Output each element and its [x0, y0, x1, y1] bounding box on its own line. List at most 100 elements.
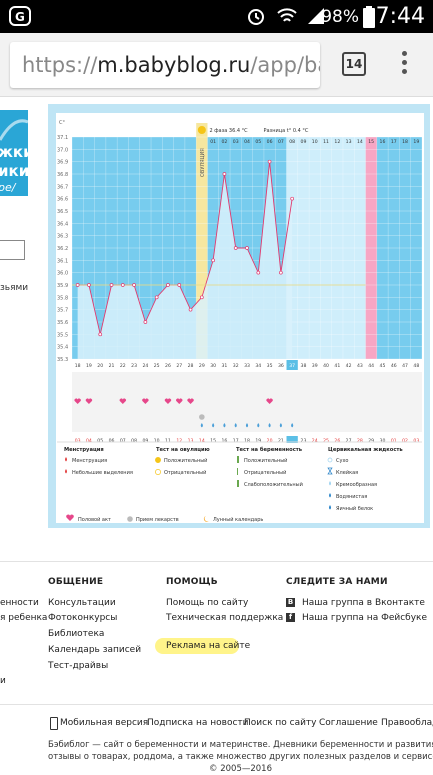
legend-item-label: Водянистая: [336, 494, 367, 500]
cycle-day-label: 02: [221, 139, 227, 145]
footer-link-tech-support[interactable]: Техническая поддержка: [166, 613, 284, 623]
intercourse-heart: [164, 398, 172, 404]
fluid-drop: [212, 423, 215, 428]
date-label: 08: [131, 438, 137, 444]
footer-link-photo-contests[interactable]: Фотоконкурсы: [48, 613, 118, 623]
day-label: 20: [97, 363, 103, 369]
temperature-point: [256, 270, 261, 275]
day-label: 45: [380, 363, 386, 369]
day-label: 47: [402, 363, 408, 369]
legend-item-label: Слабоположительный: [244, 481, 303, 488]
date-label: 07: [120, 438, 126, 444]
date-label: 15: [210, 438, 216, 444]
browser-toolbar: https://m.babyblog.ru/app/bas 14: [0, 33, 433, 97]
footer-link-test-drives[interactable]: Тест-драйвы: [48, 661, 109, 671]
y-tick-label: 35.5: [57, 332, 68, 338]
status-bar: G 98% 7:44: [0, 0, 433, 33]
y-tick-label: 36.2: [57, 246, 68, 252]
footer-link-newsletter[interactable]: Подписка на новости: [147, 718, 249, 728]
url-path: /app/bas: [250, 53, 320, 77]
date-label: 04: [86, 438, 92, 444]
footer-cut-link-3[interactable]: и: [0, 676, 6, 686]
y-tick-label: 37.0: [57, 147, 68, 153]
date-label: 11: [165, 438, 171, 444]
footer-link-advertising[interactable]: Реклама на сайте: [166, 641, 251, 651]
fluid-drop: [268, 423, 271, 428]
date-highlight: [286, 436, 298, 444]
fluid-drop: [234, 423, 237, 428]
footer-link-site-search[interactable]: Поиск по сайту: [244, 718, 317, 728]
date-label: 19: [255, 438, 261, 444]
legend-heart-icon: [66, 514, 74, 521]
legend-dot-icon: [327, 457, 333, 463]
footer-cut-link-2[interactable]: я ребенка: [0, 613, 48, 623]
footer-col-title-community: ОБЩЕНИЕ: [48, 577, 104, 587]
day-label: 29: [199, 363, 205, 369]
day-label: 24: [142, 363, 148, 369]
footer-link-facebook[interactable]: Наша группа на Фейсбуке: [302, 613, 427, 623]
footer-link-site-help[interactable]: Помощь по сайту: [166, 598, 249, 608]
about-line-1: Бэбиблог — сайт о беременности и материн…: [48, 740, 433, 750]
day-label: 27: [176, 363, 182, 369]
footer-link-agreement[interactable]: Соглашение: [319, 718, 378, 728]
temperature-point: [245, 246, 249, 250]
footer-link-calendar[interactable]: Календарь записей: [48, 645, 142, 655]
day-label: 26: [165, 363, 171, 369]
y-tick-label: 35.9: [57, 283, 68, 289]
date-label: 27: [346, 438, 352, 444]
date-label: 13: [188, 438, 194, 444]
address-bar[interactable]: https://m.babyblog.ru/app/bas: [10, 42, 320, 88]
day-label: 38: [301, 363, 307, 369]
fluid-drop: [279, 423, 282, 428]
date-label: 03: [75, 438, 81, 444]
footer-link-library[interactable]: Библиотека: [48, 629, 105, 639]
footer-link-vk[interactable]: Наша группа в Вконтакте: [302, 598, 425, 608]
cycle-day-label: 11: [323, 139, 329, 145]
sidebar-promo-banner[interactable]: жки ики ре/: [0, 110, 28, 196]
day-label: 39: [312, 363, 318, 369]
sidebar-cut-word: зьями: [0, 283, 29, 293]
legend-item-label: Яичный белок: [336, 505, 373, 512]
date-label: 20: [267, 438, 273, 444]
temperature-point: [98, 332, 103, 337]
temperature-point: [188, 307, 193, 312]
date-label: 28: [357, 438, 363, 444]
legend-sun-icon: [155, 469, 161, 475]
footer-col-title-follow: СЛЕДИТЕ ЗА НАМИ: [286, 577, 388, 587]
footer-link-consultations[interactable]: Консультации: [48, 598, 116, 608]
day-label: 31: [221, 363, 227, 369]
copyright: © 2005—2016: [209, 764, 272, 774]
temperature-point: [222, 172, 227, 176]
footer-link-copyright-holders[interactable]: Правообладат: [381, 718, 433, 728]
y-unit-label: C°: [59, 120, 65, 126]
browser-menu-icon[interactable]: [402, 51, 408, 77]
date-label: 18: [244, 438, 250, 444]
cycle-day-label: 09: [301, 139, 307, 145]
day-label: 35: [267, 363, 273, 369]
day-row-background: [72, 360, 422, 370]
promo-graphic: [0, 119, 28, 141]
wifi-icon: [277, 8, 297, 22]
facebook-icon: f: [286, 613, 295, 622]
temperature-point: [87, 283, 91, 287]
date-label: 09: [142, 438, 148, 444]
intercourse-heart: [142, 398, 149, 404]
date-label: 25: [323, 438, 329, 444]
temperature-point: [290, 196, 295, 201]
y-tick-label: 36.9: [57, 160, 68, 166]
date-label: 17: [233, 438, 239, 444]
fluid-drop: [200, 423, 203, 428]
sidebar-input[interactable]: [0, 240, 25, 260]
temperature-point: [267, 159, 272, 164]
tab-switcher-button[interactable]: 14: [342, 52, 366, 76]
intercourse-heart: [119, 398, 127, 404]
footer-cut-link-1[interactable]: енности: [0, 598, 39, 608]
day-label: 28: [188, 363, 194, 369]
footer-link-mobile-version[interactable]: Мобильная версия: [60, 718, 149, 728]
day-label: 22: [120, 363, 126, 369]
legend-drop-icon: [329, 505, 331, 510]
cycle-day-label: 05: [255, 139, 261, 145]
y-tick-label: 36.6: [57, 197, 68, 203]
date-label: 12: [176, 438, 182, 444]
y-tick-label: 36.1: [57, 258, 68, 264]
